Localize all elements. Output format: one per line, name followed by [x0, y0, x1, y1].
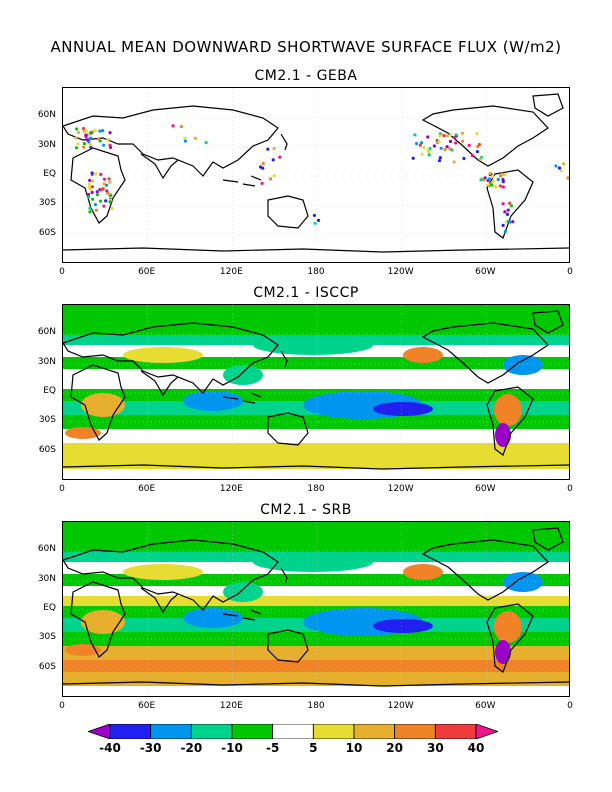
lat-label: 30S: [38, 415, 56, 425]
lon-label: 120W: [387, 267, 414, 277]
lon-label: 120E: [219, 701, 243, 711]
colorbar-segment: [353, 724, 396, 739]
lon-label: 180: [307, 701, 325, 711]
colorbar-segment: [88, 724, 111, 739]
lat-label: 30N: [37, 574, 56, 584]
lon-label: 120E: [219, 267, 243, 277]
colorbar-segment: [190, 724, 233, 739]
colorbar-segment: [150, 724, 192, 739]
lon-label: 0: [567, 701, 573, 711]
colorbar-segment: [475, 724, 498, 739]
lat-label: 30S: [38, 632, 56, 642]
colorbar-tick-label: 40: [467, 741, 485, 755]
lat-label: 60N: [37, 327, 56, 337]
map-isccp: [62, 304, 570, 480]
lon-label: 0: [59, 484, 65, 494]
lon-label: 0: [567, 484, 573, 494]
lon-label: 180: [307, 484, 325, 494]
lat-label: EQ: [43, 169, 56, 179]
colorbar-segment: [231, 724, 274, 739]
colorbar-tick-label: 5: [309, 741, 318, 755]
map-srb: [62, 521, 570, 697]
lon-label: 60E: [138, 701, 156, 711]
panel-title-geba: CM2.1 - GEBA: [254, 68, 358, 84]
lat-label: 30N: [37, 357, 56, 367]
lat-label: 60S: [38, 662, 56, 672]
colorbar-tick-label: -20: [180, 741, 203, 755]
colorbar-segment: [272, 724, 314, 739]
colorbar-tick-label: -30: [139, 741, 162, 755]
lon-label: 120W: [387, 484, 414, 494]
lon-label: 60W: [475, 484, 496, 494]
colorbar-tick-label: -10: [221, 741, 243, 755]
colorbar: [88, 724, 498, 739]
lat-label: 30S: [38, 198, 56, 208]
lat-label: 30N: [37, 140, 56, 150]
lat-label: 60N: [37, 544, 56, 554]
lon-label: 60W: [475, 267, 496, 277]
lon-label: 60E: [138, 267, 156, 277]
main-title: ANNUAL MEAN DOWNWARD SHORTWAVE SURFACE F…: [50, 38, 562, 56]
map-geba: [62, 87, 570, 263]
colorbar-segment: [109, 724, 152, 739]
colorbar-segment: [312, 724, 355, 739]
lon-label: 0: [59, 267, 65, 277]
colorbar-tick-label: 30: [426, 741, 444, 755]
lat-label: 60N: [37, 110, 56, 120]
lon-label: 60W: [475, 701, 496, 711]
lon-label: 60E: [138, 484, 156, 494]
lat-label: EQ: [43, 386, 56, 396]
lat-label: 60S: [38, 228, 56, 238]
colorbar-tick-label: 20: [386, 741, 403, 755]
colorbar-segment: [434, 724, 477, 739]
colorbar-tick-label: -40: [99, 741, 121, 755]
lat-label: 60S: [38, 445, 56, 455]
panel-title-srb: CM2.1 - SRB: [260, 502, 352, 518]
colorbar-tick-label: -5: [265, 741, 280, 755]
panel-title-isccp: CM2.1 - ISCCP: [253, 285, 359, 301]
lon-label: 120W: [387, 701, 414, 711]
lon-label: 0: [567, 267, 573, 277]
colorbar-tick-label: 10: [345, 741, 363, 755]
lat-label: EQ: [43, 603, 56, 613]
lon-label: 180: [307, 267, 325, 277]
lon-label: 0: [59, 701, 65, 711]
lon-label: 120E: [219, 484, 243, 494]
colorbar-segment: [394, 724, 436, 739]
